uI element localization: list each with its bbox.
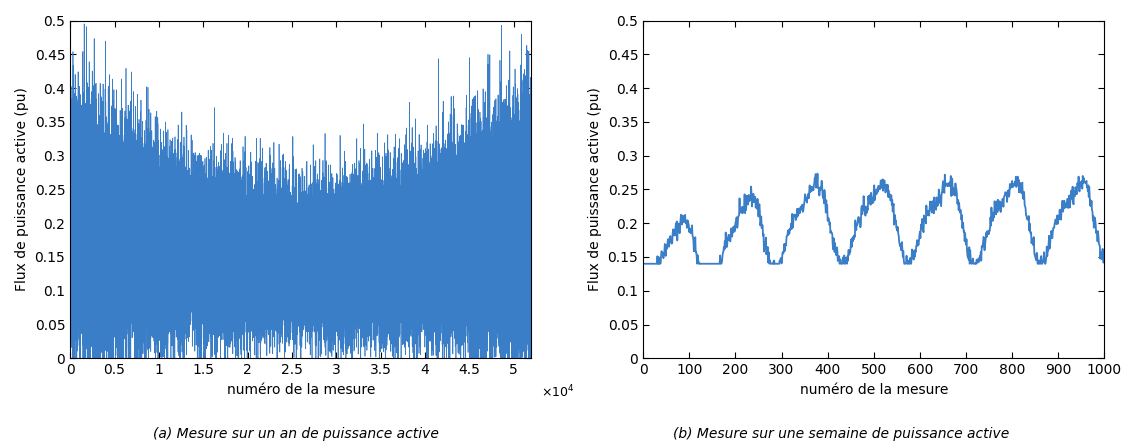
Text: (a) Mesure sur un an de puissance active: (a) Mesure sur un an de puissance active [152, 427, 439, 441]
Text: $\times10^4$: $\times10^4$ [541, 384, 574, 400]
X-axis label: numéro de la mesure: numéro de la mesure [226, 383, 375, 397]
Y-axis label: Flux de puissance active (pu): Flux de puissance active (pu) [15, 88, 30, 291]
Y-axis label: Flux de puissance active (pu): Flux de puissance active (pu) [588, 88, 601, 291]
Text: (b) Mesure sur une semaine de puissance active: (b) Mesure sur une semaine de puissance … [673, 427, 1010, 441]
X-axis label: numéro de la mesure: numéro de la mesure [799, 383, 948, 397]
